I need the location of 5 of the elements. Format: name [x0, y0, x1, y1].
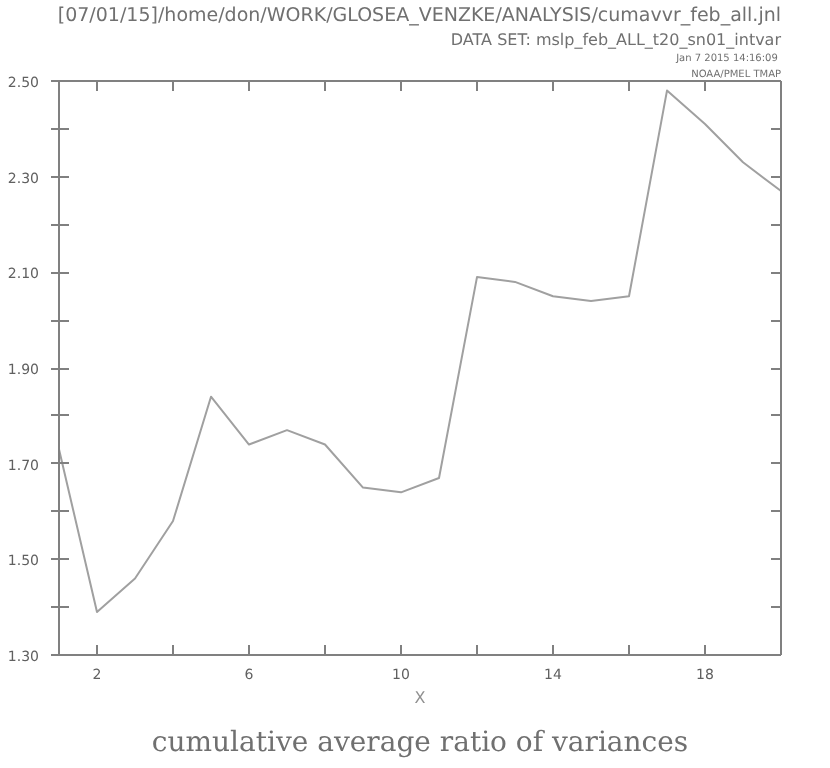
text: DATA SET: mslp_feb_ALL_t20_sn01_intvar	[450, 31, 783, 49]
text: cumulative average ratio of variances	[151, 727, 689, 759]
line-series	[59, 89, 781, 613]
text: [07/01/15]/home/don/WORK/GLOSEA_VENZKE/ANALYSIS/cumavvr_feb_all.jnl	[57, 5, 782, 27]
x-axis-title: X	[414, 689, 427, 707]
